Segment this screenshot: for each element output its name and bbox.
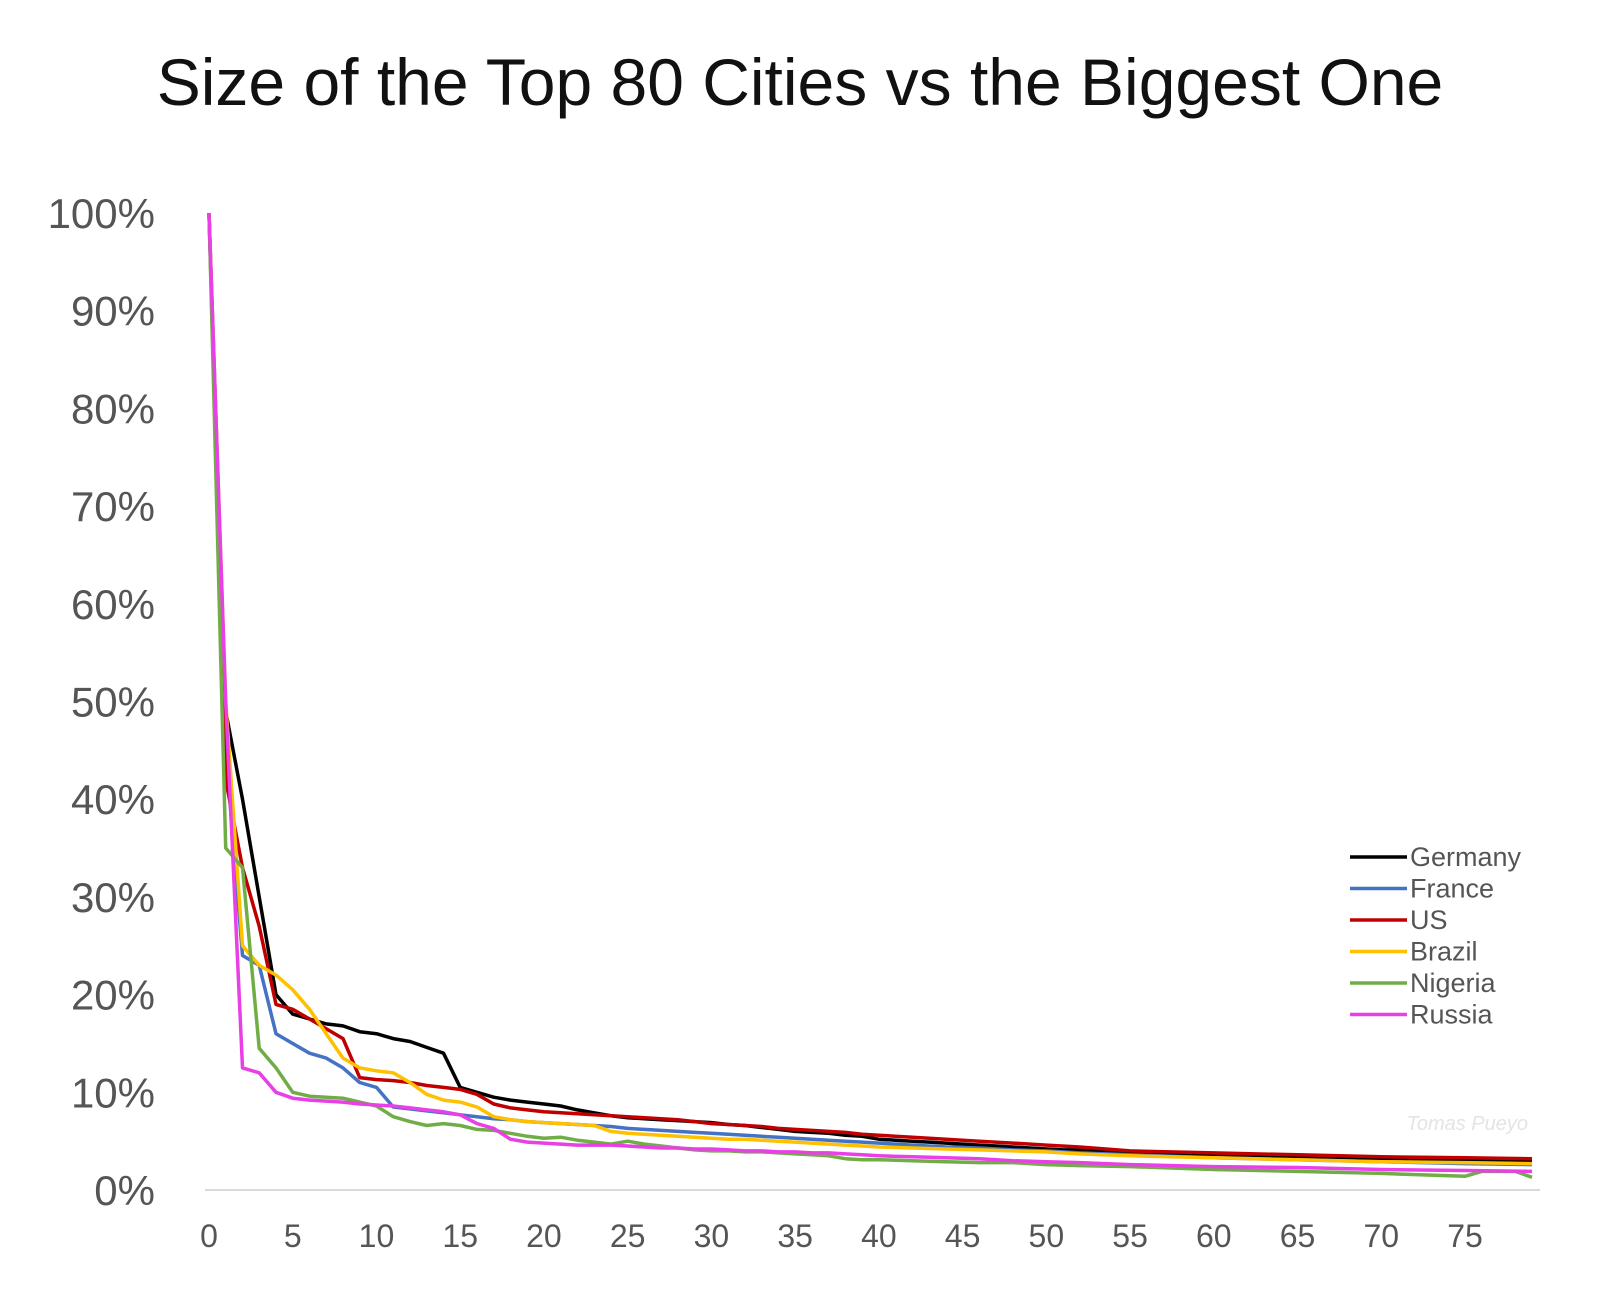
- x-tick-label: 25: [610, 1218, 646, 1254]
- y-axis-ticks: 0% 10% 20% 30% 40% 50% 60% 70% 80% 90% 100%: [48, 190, 155, 1214]
- x-tick-label: 55: [1112, 1218, 1148, 1254]
- series-lines: [207, 212, 1533, 1179]
- watermark-text: Tomas Pueyo: [1406, 1113, 1528, 1135]
- y-tick-label: 100%: [48, 190, 155, 237]
- x-tick-label: 5: [284, 1218, 302, 1254]
- y-tick-label: 10%: [71, 1069, 155, 1116]
- y-tick-label: 60%: [71, 581, 155, 628]
- legend-label-france: France: [1410, 874, 1494, 904]
- series-line-russia: [207, 212, 1533, 1174]
- x-tick-label: 20: [526, 1218, 562, 1254]
- x-tick-label: 40: [861, 1218, 897, 1254]
- y-tick-label: 20%: [71, 972, 155, 1019]
- x-tick-label: 70: [1363, 1218, 1399, 1254]
- x-tick-label: 75: [1447, 1218, 1483, 1254]
- y-tick-label: 40%: [71, 776, 155, 823]
- x-tick-label: 35: [777, 1218, 813, 1254]
- x-tick-label: 60: [1196, 1218, 1232, 1254]
- y-tick-label: 0%: [94, 1167, 155, 1214]
- chart-title: Size of the Top 80 Cities vs the Biggest…: [156, 45, 1444, 119]
- series-line-us: [207, 212, 1533, 1161]
- legend-label-us: US: [1410, 905, 1448, 935]
- x-tick-label: 65: [1280, 1218, 1316, 1254]
- y-tick-label: 50%: [71, 679, 155, 726]
- legend-label-brazil: Brazil: [1410, 937, 1478, 967]
- legend-label-russia: Russia: [1410, 1000, 1494, 1030]
- x-tick-label: 50: [1029, 1218, 1065, 1254]
- series-line-germany: [207, 212, 1532, 1163]
- x-tick-label: 45: [945, 1218, 981, 1254]
- x-tick-label: 15: [442, 1218, 478, 1254]
- series-line-brazil: [207, 212, 1533, 1166]
- y-tick-label: 70%: [71, 483, 155, 530]
- legend-label-nigeria: Nigeria: [1410, 968, 1497, 998]
- series-line-nigeria: [207, 212, 1533, 1179]
- x-tick-label: 10: [359, 1218, 395, 1254]
- x-tick-label: 30: [694, 1218, 730, 1254]
- x-axis-ticks: 0 5 10 15 20 25 30 35 40 45 50 55 60 65 70 75: [200, 1218, 1483, 1254]
- series-line-france: [207, 212, 1533, 1167]
- y-tick-label: 80%: [71, 385, 155, 432]
- y-tick-label: 30%: [71, 874, 155, 921]
- legend-label-germany: Germany: [1410, 842, 1522, 872]
- y-tick-label: 90%: [71, 288, 155, 335]
- x-tick-label: 0: [200, 1218, 218, 1254]
